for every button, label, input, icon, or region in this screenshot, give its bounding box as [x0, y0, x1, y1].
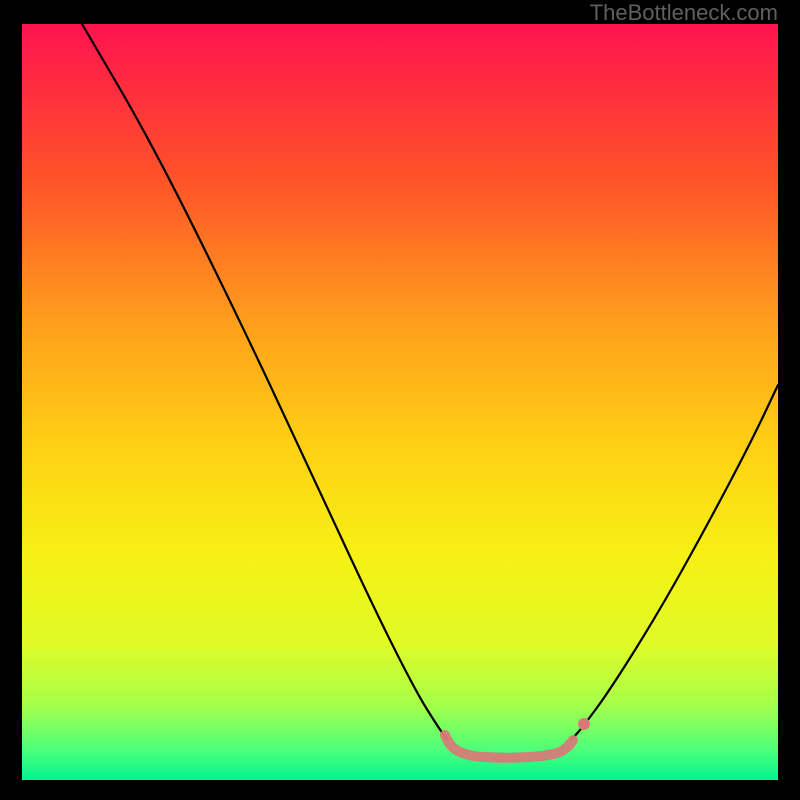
chart-canvas: TheBottleneck.com	[0, 0, 800, 800]
bottleneck-curve	[571, 385, 778, 740]
marker-dot	[578, 718, 590, 730]
watermark-text: TheBottleneck.com	[590, 0, 778, 26]
plot-area	[22, 24, 778, 780]
optimal-range-wiggle	[445, 735, 573, 758]
bottleneck-curve	[82, 24, 447, 739]
curve-layer	[22, 24, 778, 780]
